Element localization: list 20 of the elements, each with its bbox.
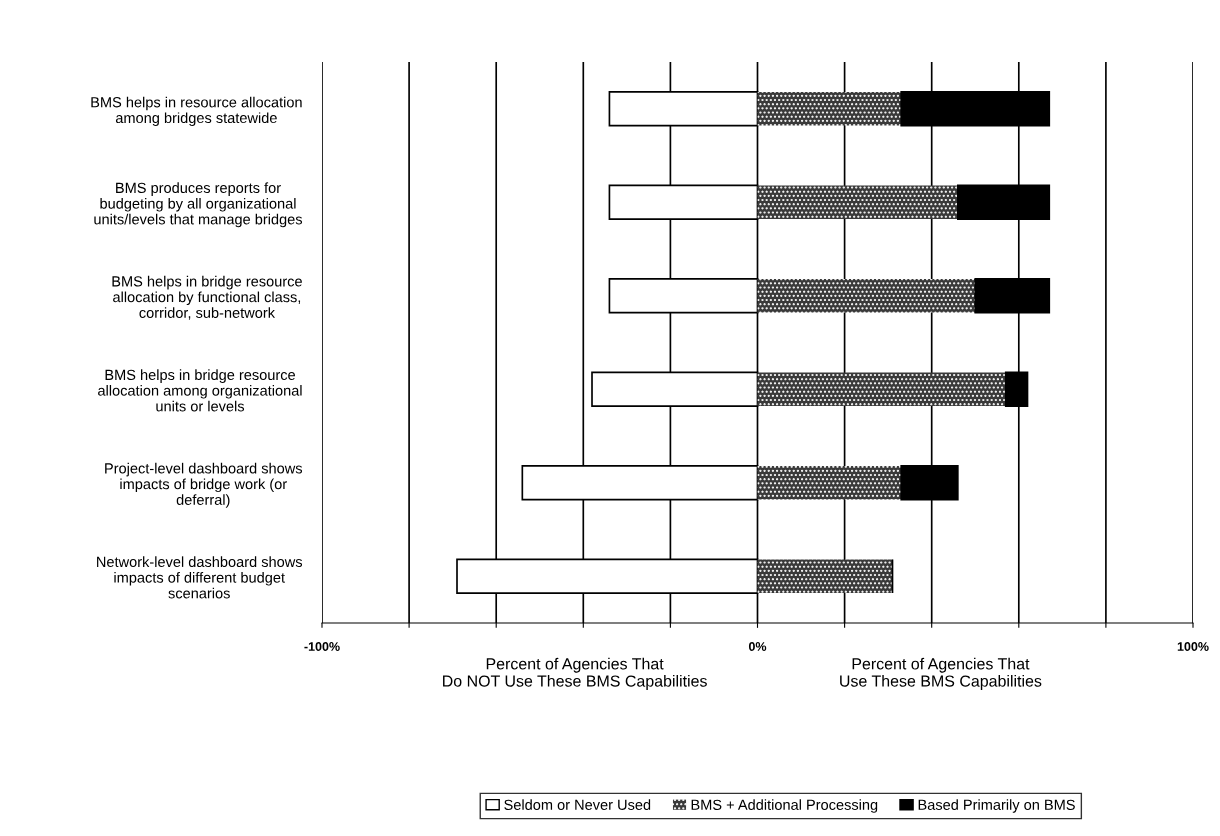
y-tick-label: BMS helps in resource allocation among bridges statewide: [91, 96, 302, 126]
bar: [757, 91, 902, 126]
x-tick-label: 0%: [748, 642, 767, 651]
legend-label: Seldom or Never Used: [504, 799, 651, 810]
bar: [757, 372, 1006, 407]
legend-label: Based Primarily on BMS: [918, 799, 1075, 813]
x-tick-label: 100%: [1177, 642, 1209, 651]
x-tick-label: -100%: [304, 642, 340, 651]
y-tick-label: Network-level dashboard shows impacts of different budget scenarios: [97, 556, 303, 599]
legend-label: BMS + Additional Processing: [691, 799, 878, 813]
text: Percent of Agencies That Use These BMS Capabilities: [840, 657, 1042, 690]
bar: [757, 278, 976, 313]
y-tick-label: BMS produces reports for budgeting by all organizational units/levels that manage bridges: [94, 182, 303, 228]
bar: [757, 559, 893, 594]
bar: [757, 185, 958, 220]
text: Percent of Agencies That Do NOT Use These BMS Capabilities: [443, 657, 707, 690]
bar: [757, 465, 902, 500]
y-tick-label: BMS helps in bridge resource allocation by functional class, corridor, sub-network: [112, 275, 302, 320]
y-tick-label: BMS helps in bridge resource allocation among organizational units or levels: [98, 369, 302, 412]
y-tick-label: Project-level dashboard shows impacts of bridge work (or deferral): [105, 462, 303, 508]
